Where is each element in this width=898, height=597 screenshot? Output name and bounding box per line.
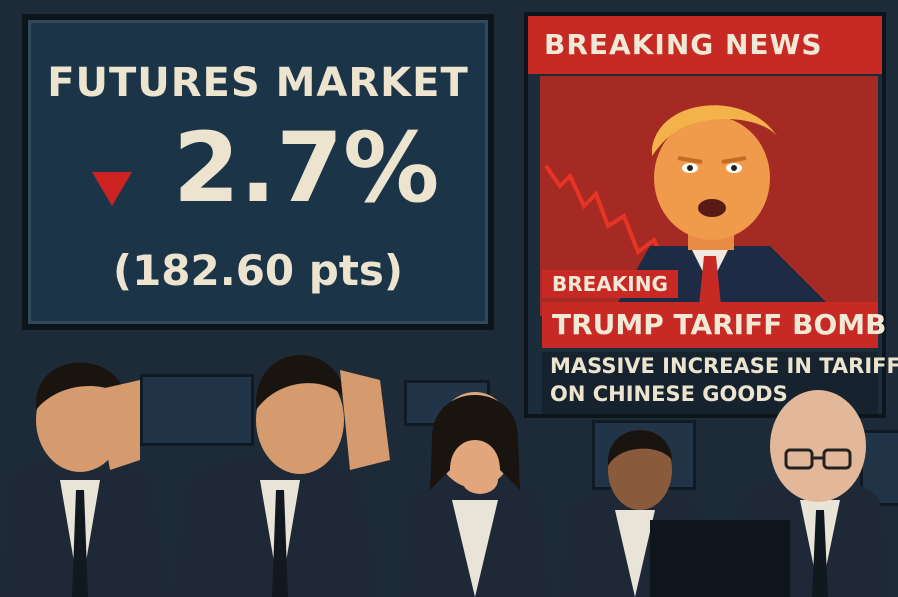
- futures-market-board: FUTURES MARKET 2.7% (182.60 pts): [22, 14, 494, 330]
- trader-1: [0, 362, 170, 597]
- falling-chart-line-icon: [544, 164, 672, 277]
- futures-title: FUTURES MARKET: [47, 60, 469, 106]
- headline-bar: TRUMP TARIFF BOMB: [542, 302, 886, 348]
- trader-2: [170, 355, 390, 597]
- breaking-news-monitor: BREAKING NEWS: [524, 12, 898, 418]
- ticker-line-2: ON CHINESE GOODS: [550, 382, 788, 406]
- ticker-line-1: MASSIVE INCREASE IN TARIFF: [550, 354, 898, 378]
- face: [654, 116, 770, 240]
- breaking-tag: BREAKING: [542, 270, 678, 298]
- background-monitor: [140, 374, 254, 446]
- headline-text: TRUMP TARIFF BOMB: [552, 308, 887, 341]
- news-video-illustration: [544, 105, 840, 316]
- red-tie: [698, 256, 722, 316]
- news-header-label: BREAKING NEWS: [544, 28, 823, 61]
- hair: [652, 105, 778, 156]
- futures-change-points: (182.60 pts): [112, 246, 404, 295]
- laptop: [650, 520, 790, 597]
- open-mouth: [698, 199, 726, 217]
- futures-change-percent: 2.7%: [173, 112, 440, 224]
- news-header: BREAKING NEWS: [528, 16, 882, 74]
- anchor-suit: [610, 246, 840, 316]
- down-arrow-icon: [92, 172, 132, 206]
- trader-3: [400, 392, 550, 597]
